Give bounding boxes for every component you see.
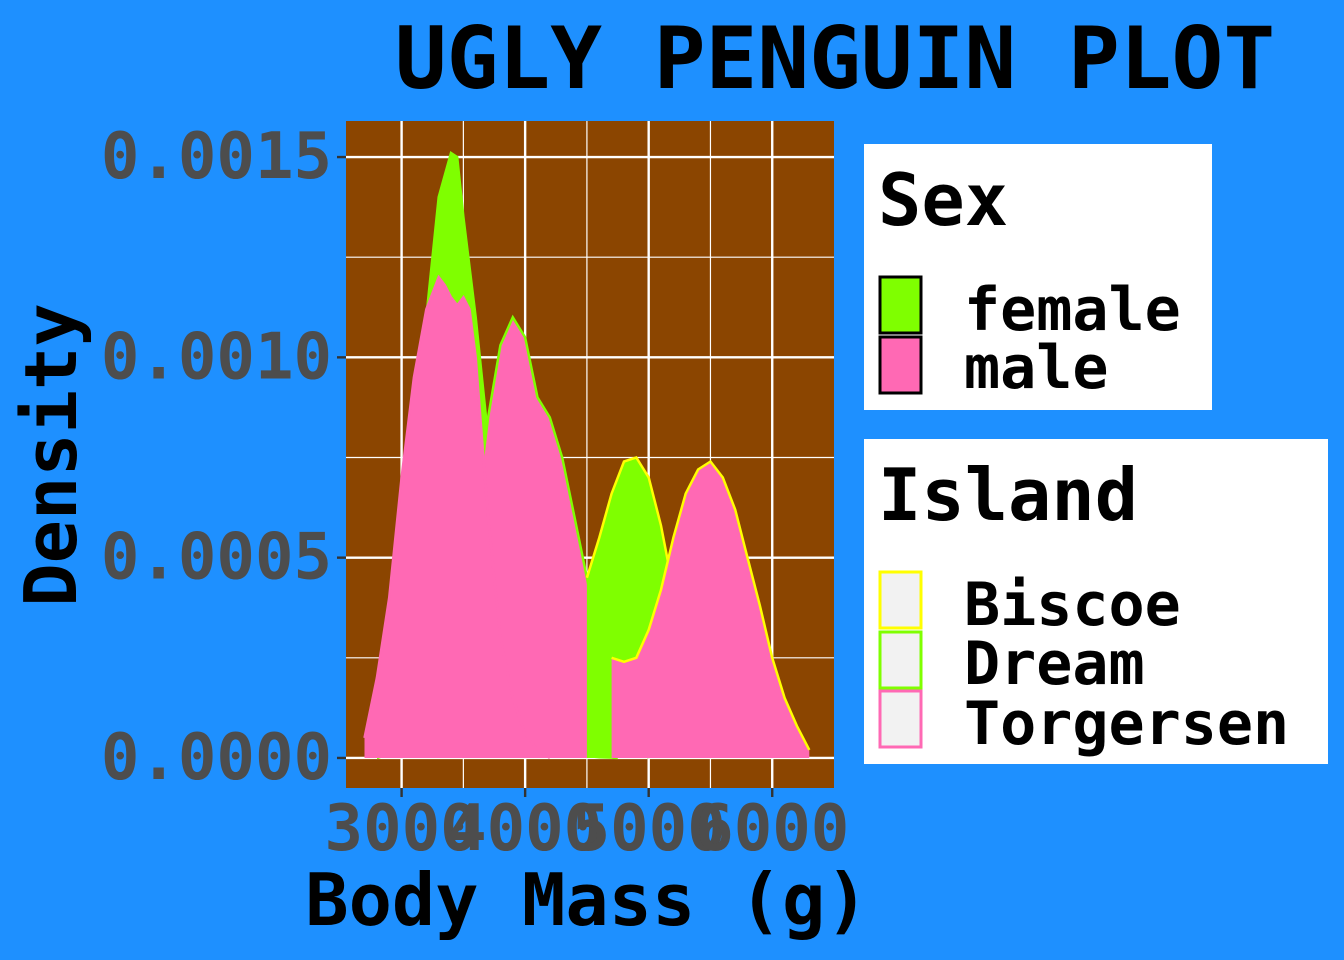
legend-label-torgersen: Torgersen [964,689,1289,759]
legend-sex: Sex female male [864,144,1212,410]
legend-label-female: female [964,275,1181,345]
density-outline-male-torgersen [363,274,551,760]
density-areas [363,151,811,760]
legend-island-background [864,439,1328,764]
legend-key-dream [878,630,923,690]
x-axis-label: Body Mass (g) [305,858,869,942]
legend-sex-title: Sex [878,158,1008,242]
legend-label-male: male [964,333,1109,403]
legend-label-biscoe: Biscoe [964,570,1181,640]
x-tick-label: 5000 [572,792,726,866]
legend-label-dream: Dream [964,629,1145,699]
density-outline-male-biscoe [611,459,811,751]
density-area-male-biscoe [611,461,810,758]
y-tick-label: 0.0000 [101,721,332,795]
y-tick-label: 0.0015 [101,120,332,194]
x-tick-label: 3000 [325,792,479,866]
chart-title: UGLY PENGUIN PLOT [395,9,1275,109]
legend-island: Island Biscoe Dream Torgersen [864,439,1328,764]
density-area-male-dream [376,317,649,758]
legend-key-torgersen [878,689,923,749]
y-tick-label: 0.0010 [101,320,332,394]
x-tick-label: 6000 [695,792,849,866]
legend-island-title: Island [878,453,1138,537]
y-tick-label: 0.0005 [101,521,332,595]
legend-key-biscoe [878,570,923,630]
legend-key-female [878,275,923,335]
density-area-male-torgersen [364,277,550,758]
x-tick-label: 4000 [448,792,602,866]
y-axis: 0.0000 0.0005 0.0010 0.0015 [101,120,346,795]
legend-key-male [878,335,923,395]
y-axis-label: Density [9,303,93,606]
